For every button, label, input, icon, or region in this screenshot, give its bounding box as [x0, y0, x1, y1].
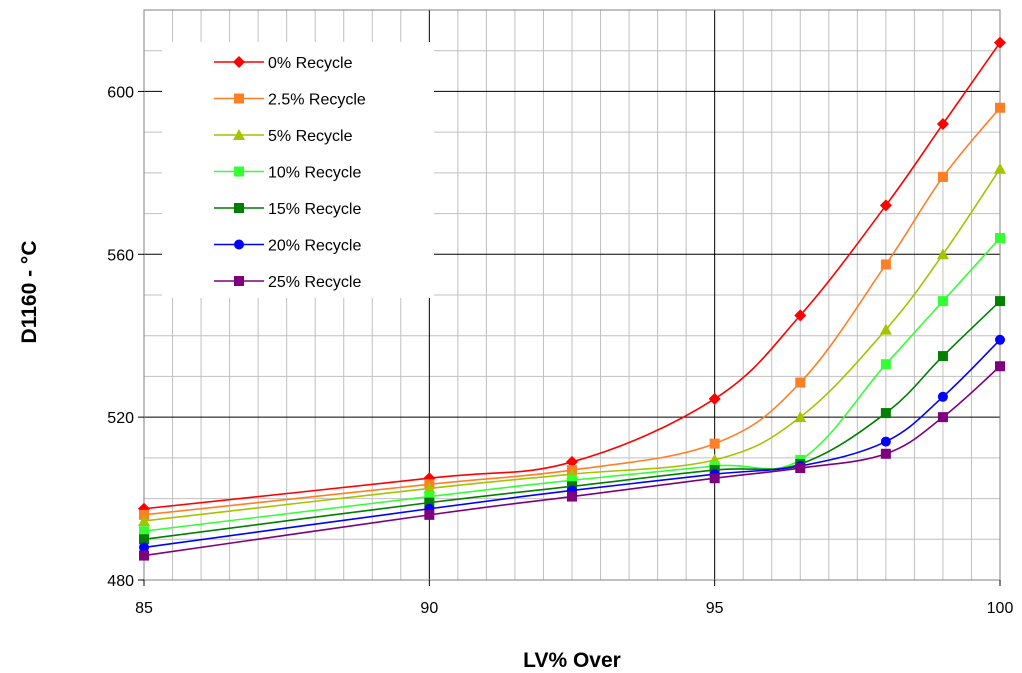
data-point	[937, 412, 948, 423]
data-point	[708, 392, 721, 405]
data-point	[424, 509, 435, 520]
series-5-recycle	[138, 162, 1006, 526]
data-point	[424, 497, 435, 508]
data-point	[566, 455, 578, 468]
data-point	[995, 296, 1005, 307]
data-point	[937, 391, 948, 402]
series-line	[143, 107, 1001, 516]
legend: 0% Recycle 2.5% Recycle 5% Recycle 10% Recy…	[162, 42, 434, 298]
data-point	[880, 408, 891, 419]
series-line	[143, 237, 1001, 532]
legend-item: 25% Recycle	[214, 274, 361, 291]
legend-item: 0% Recycle	[214, 55, 353, 72]
legend-item: 20% Recycle	[214, 238, 361, 255]
legend-swatch-marker	[234, 93, 244, 104]
series-line	[143, 42, 1001, 510]
data-point	[937, 296, 948, 307]
data-point	[794, 411, 807, 423]
legend-swatch-marker	[233, 129, 245, 140]
data-point	[423, 482, 436, 494]
data-point	[937, 351, 948, 362]
data-point	[567, 475, 577, 486]
data-point	[567, 491, 577, 502]
data-point	[879, 199, 892, 212]
data-point	[794, 309, 807, 322]
legend-label: 10% Recycle	[268, 165, 361, 182]
series-0-recycle	[138, 36, 1006, 515]
legend-swatch-marker	[234, 166, 244, 177]
data-point	[937, 171, 948, 182]
data-point	[139, 509, 149, 520]
data-point	[936, 248, 949, 260]
legend-item: 2.5% Recycle	[214, 92, 366, 109]
data-point	[139, 534, 149, 545]
data-point	[795, 377, 806, 388]
data-point	[139, 542, 149, 553]
data-point	[995, 102, 1005, 113]
series-25-recycle	[139, 361, 1005, 561]
legend-item: 5% Recycle	[214, 128, 353, 145]
y-tick-label: 600	[107, 84, 134, 101]
legend-box	[162, 42, 434, 298]
x-tick-label: 90	[420, 600, 438, 617]
data-point	[994, 162, 1006, 174]
x-tick-label: 100	[987, 600, 1014, 617]
legend-swatch-marker	[234, 276, 244, 286]
data-point	[139, 550, 149, 561]
legend-swatch-marker	[234, 203, 244, 213]
x-axis-title: LV% Over	[523, 649, 621, 672]
data-point	[995, 233, 1005, 243]
data-point	[994, 36, 1006, 49]
data-point	[936, 118, 949, 130]
data-point	[709, 438, 720, 449]
y-tick-label: 480	[107, 573, 134, 590]
data-point	[880, 259, 891, 270]
x-tick-label: 85	[135, 600, 153, 617]
data-point	[995, 334, 1005, 345]
legend-swatch-marker	[233, 56, 245, 68]
legend-item: 10% Recycle	[214, 165, 361, 182]
y-axis-title: D1160 - °C	[18, 241, 41, 344]
data-point	[879, 323, 892, 335]
legend-label: 15% Recycle	[268, 201, 361, 218]
series-line	[143, 168, 1001, 522]
y-tick-label: 520	[107, 410, 134, 427]
legend-label: 20% Recycle	[268, 238, 361, 255]
legend-label: 2.5% Recycle	[268, 92, 366, 109]
data-point	[880, 448, 891, 459]
x-tick-label: 95	[706, 600, 724, 617]
data-point	[709, 473, 720, 484]
legend-label: 5% Recycle	[268, 128, 353, 145]
plot-border	[143, 9, 1001, 581]
legend-label: 0% Recycle	[268, 55, 353, 72]
legend-label: 25% Recycle	[268, 274, 361, 291]
data-point	[424, 491, 435, 502]
legend-item: 15% Recycle	[214, 201, 361, 218]
data-point	[995, 361, 1005, 372]
data-point	[795, 463, 806, 474]
data-point	[138, 514, 150, 526]
data-point	[880, 359, 891, 370]
data-point	[139, 526, 149, 537]
legend-swatch-marker	[234, 239, 244, 250]
data-point	[880, 436, 891, 447]
y-tick-label: 560	[107, 247, 134, 264]
